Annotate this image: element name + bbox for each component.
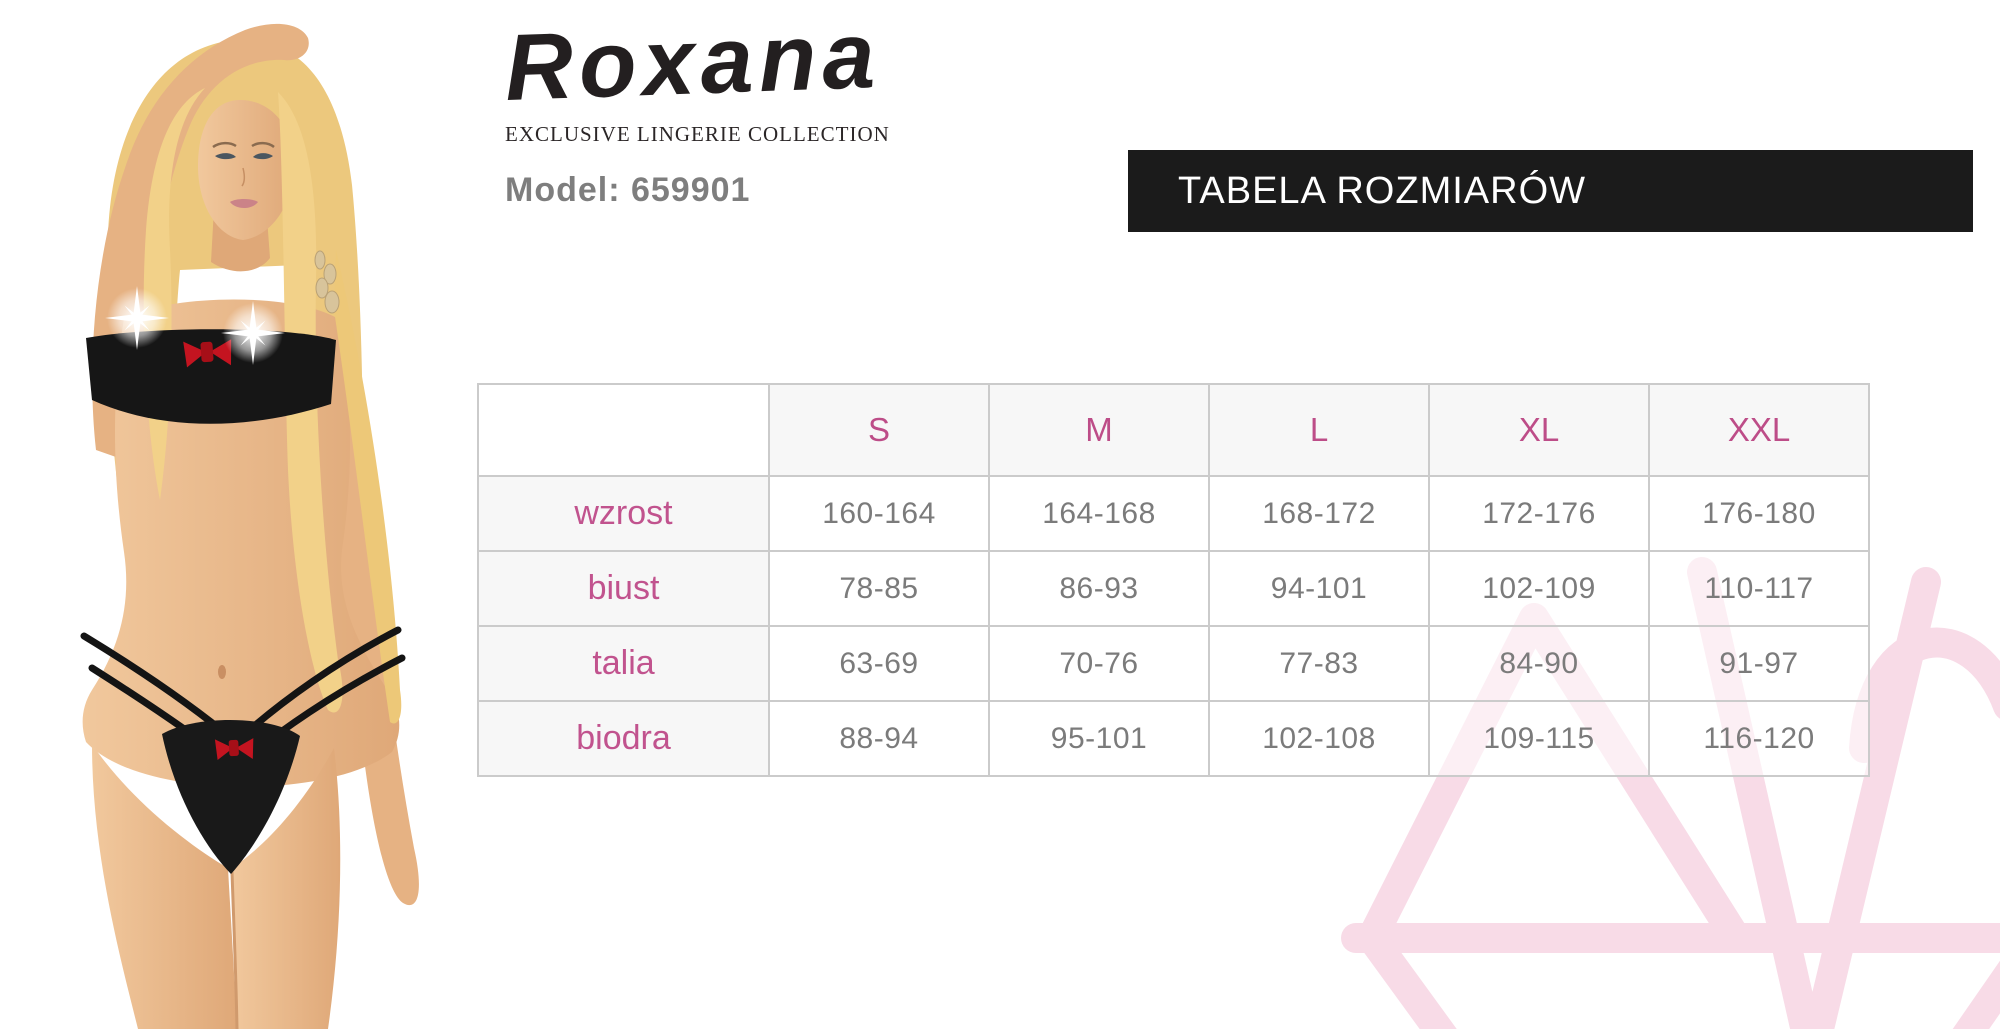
eye-left bbox=[215, 153, 236, 160]
size-value: 168-172 bbox=[1208, 475, 1430, 552]
size-value: 172-176 bbox=[1428, 475, 1650, 552]
panties-bow bbox=[214, 738, 254, 761]
size-table: S M L XL XXL wzrost 160-164 164-168 168-… bbox=[477, 383, 1870, 777]
size-chart-title: TABELA ROZMIARÓW bbox=[1178, 169, 1587, 212]
size-value: 95-101 bbox=[988, 700, 1210, 777]
size-value: 91-97 bbox=[1648, 625, 1870, 702]
bra-bow bbox=[183, 339, 232, 368]
sparkle-icon bbox=[221, 301, 285, 365]
leg-right bbox=[232, 748, 341, 1029]
size-value: 84-90 bbox=[1428, 625, 1650, 702]
table-row-biodra: biodra 88-94 95-101 102-108 109-115 116-… bbox=[477, 700, 1870, 777]
brand-block: Roxana EXCLUSIVE LINGERIE COLLECTION Mod… bbox=[503, 2, 890, 210]
hair-strand-right bbox=[334, 250, 402, 724]
navel bbox=[218, 665, 226, 679]
watermark-pavilion-right bbox=[1952, 960, 2000, 1029]
size-value: 102-109 bbox=[1428, 550, 1650, 627]
size-column-header-m: M bbox=[988, 383, 1210, 477]
row-label-talia: talia bbox=[477, 625, 770, 702]
size-value: 102-108 bbox=[1208, 700, 1430, 777]
lips bbox=[230, 199, 258, 208]
size-chart-title-bar: TABELA ROZMIARÓW bbox=[1128, 150, 1973, 232]
sparkle-icon bbox=[105, 286, 169, 350]
eye-right bbox=[253, 153, 273, 160]
row-label-wzrost: wzrost bbox=[477, 475, 770, 552]
size-value: 63-69 bbox=[768, 625, 990, 702]
row-label-biust: biust bbox=[477, 550, 770, 627]
table-header-row: S M L XL XXL bbox=[477, 383, 1870, 477]
size-column-header-s: S bbox=[768, 383, 990, 477]
brand-logo: Roxana bbox=[503, 1, 883, 120]
earring bbox=[314, 250, 340, 314]
size-value: 160-164 bbox=[768, 475, 990, 552]
size-column-header-xl: XL bbox=[1428, 383, 1650, 477]
panties-fabric bbox=[162, 719, 300, 874]
watermark-arch-facet bbox=[1849, 627, 2000, 763]
model-photo bbox=[80, 23, 419, 1029]
size-value: 116-120 bbox=[1648, 700, 1870, 777]
size-value: 88-94 bbox=[768, 700, 990, 777]
size-value: 86-93 bbox=[988, 550, 1210, 627]
leg-gap-shadow bbox=[230, 871, 239, 1029]
size-value: 176-180 bbox=[1648, 475, 1870, 552]
row-label-biodra: biodra bbox=[477, 700, 770, 777]
table-corner-spacer bbox=[477, 383, 770, 477]
face-features bbox=[212, 141, 275, 208]
watermark-pavilion-left bbox=[1357, 923, 1457, 1029]
size-value: 94-101 bbox=[1208, 550, 1430, 627]
table-row-wzrost: wzrost 160-164 164-168 168-172 172-176 1… bbox=[477, 475, 1870, 552]
size-value: 109-115 bbox=[1428, 700, 1650, 777]
size-value: 110-117 bbox=[1648, 550, 1870, 627]
size-value: 70-76 bbox=[988, 625, 1210, 702]
leg-left bbox=[92, 744, 237, 1029]
brand-tagline: EXCLUSIVE LINGERIE COLLECTION bbox=[505, 122, 890, 146]
size-value: 164-168 bbox=[988, 475, 1210, 552]
size-column-header-xxl: XXL bbox=[1648, 383, 1870, 477]
table-row-talia: talia 63-69 70-76 77-83 84-90 91-97 bbox=[477, 625, 1870, 702]
model-number: Model: 659901 bbox=[505, 171, 751, 209]
size-value: 77-83 bbox=[1208, 625, 1430, 702]
model-illustration bbox=[80, 23, 419, 1029]
size-value: 78-85 bbox=[768, 550, 990, 627]
face bbox=[198, 100, 295, 240]
size-column-header-l: L bbox=[1208, 383, 1430, 477]
table-row-biust: biust 78-85 86-93 94-101 102-109 110-117 bbox=[477, 550, 1870, 627]
